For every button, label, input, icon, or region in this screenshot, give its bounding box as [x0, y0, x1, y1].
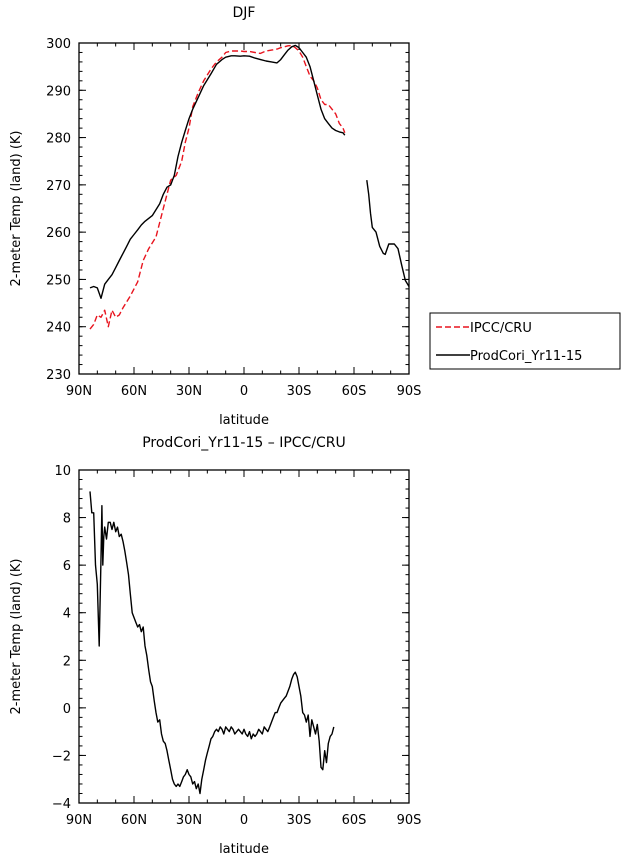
legend-label: IPCC/CRU	[470, 321, 532, 336]
plot-frame	[78, 469, 410, 804]
y-tick-label: 290	[46, 84, 71, 99]
x-axis-title: latitude	[219, 842, 269, 857]
legend: IPCC/CRU ProdCori_Yr11-15	[429, 312, 621, 370]
y-tick-label: 270	[46, 179, 71, 194]
x-tick-label: 0	[240, 813, 248, 828]
chart-title: DJF	[233, 5, 256, 21]
series-line-prodcori-yr11-15	[366, 180, 410, 287]
x-tick-label: 60N	[121, 813, 147, 828]
y-tick-label: −4	[52, 797, 71, 812]
y-tick-label: 230	[46, 368, 71, 383]
x-tick-label: 60S	[342, 384, 367, 399]
x-tick-label: 60N	[121, 384, 147, 399]
x-tick-label: 0	[240, 384, 248, 399]
x-tick-label: 30N	[176, 384, 202, 399]
series-line-ipcc-cru	[89, 44, 346, 330]
x-tick-label: 90N	[66, 384, 92, 399]
x-axis-title: latitude	[219, 413, 269, 428]
x-tick-label: 60S	[342, 813, 367, 828]
series-line-prodcori-yr11-15	[89, 44, 346, 299]
bottom-chart-panel: ProdCori_Yr11-15 – IPCC/CRU 90N 60N 30N 0 30S…	[9, 435, 421, 857]
y-tick-label: 8	[63, 512, 71, 527]
y-tick-label: 260	[46, 226, 71, 241]
y-tick-label: −2	[52, 749, 71, 764]
top-chart-panel: DJF 90N 60N 30N 0 30S 60S 90S 230 240 250 260 270 280…	[9, 5, 421, 428]
y-tick-label: 300	[46, 37, 71, 52]
y-tick-label: 280	[46, 132, 71, 147]
chart-title: ProdCori_Yr11-15 – IPCC/CRU	[142, 435, 346, 451]
legend-label: ProdCori_Yr11-15	[470, 349, 582, 364]
x-tick-label: 90S	[397, 384, 422, 399]
y-tick-label: 4	[63, 607, 71, 622]
y-tick-label: 240	[46, 321, 71, 336]
x-tick-label: 90S	[397, 813, 422, 828]
series-line-prodcori-yr11-15-ipcc-cru	[89, 491, 335, 795]
y-tick-label: 6	[63, 559, 71, 574]
x-tick-label: 30N	[176, 813, 202, 828]
x-tick-label: 30S	[287, 813, 312, 828]
x-tick-label: 90N	[66, 813, 92, 828]
y-tick-label: 10	[54, 464, 71, 479]
x-tick-label: 30S	[287, 384, 312, 399]
y-axis-title: 2-meter Temp (land) (K)	[9, 131, 24, 287]
y-axis-title: 2-meter Temp (land) (K)	[9, 559, 24, 715]
plot-frame	[78, 42, 410, 375]
y-tick-label: 0	[63, 702, 71, 717]
y-tick-label: 2	[63, 654, 71, 669]
legend-box	[429, 312, 621, 370]
y-tick-label: 250	[46, 273, 71, 288]
